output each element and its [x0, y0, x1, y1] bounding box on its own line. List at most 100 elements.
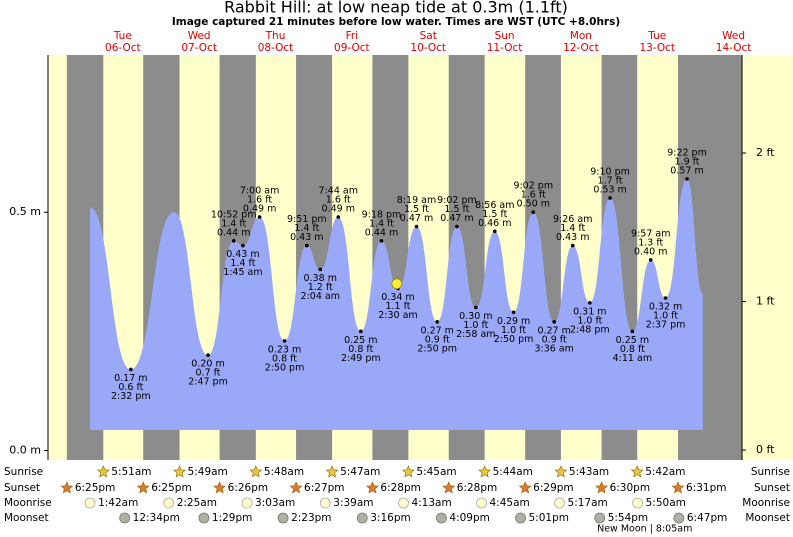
sun-icon [630, 465, 644, 478]
extreme-label: 2:37 pm [646, 320, 686, 331]
extreme-dot [663, 296, 668, 300]
tide-area [89, 178, 703, 430]
sun-icon [365, 481, 379, 494]
extreme-label: 1.6 ft [326, 195, 351, 206]
moonset-icon [356, 512, 368, 524]
extreme-label: 3:36 am [534, 343, 573, 354]
extreme-label: 2:50 pm [265, 362, 305, 373]
extreme-label: 9:10 pm [590, 166, 630, 177]
y-tick-label: 0.5 m [9, 205, 41, 218]
extreme-label: 0.7 ft [196, 368, 221, 379]
event-time: 5:50am [646, 497, 686, 509]
row-label: Sunrise [4, 466, 43, 478]
tide-labels: 0.17 m0.6 ft2:32 pm 0.20 m0.7 ft2:47 pm 10… [111, 147, 707, 402]
extreme-label: 0.47 m [400, 213, 433, 224]
row-label: Moonset [745, 512, 790, 524]
astro-rows: Sunrise Sunrise 5:51am 5:49am 5:48am 5:47am 5:… [4, 465, 790, 535]
extreme-label: 1.6 ft [521, 190, 546, 201]
moonset-icon [673, 512, 685, 524]
extreme-label: 1.0 ft [577, 315, 602, 326]
extreme-label: 2:50 pm [494, 334, 534, 345]
day-name: Wed [722, 30, 745, 42]
extreme-dot [608, 196, 612, 200]
sun-icon [289, 481, 303, 494]
event-time: 3:03am [255, 497, 295, 509]
sun-icon [442, 481, 456, 494]
chart-title: Rabbit Hill: at low neap tide at 0.3m (1… [224, 0, 568, 17]
extreme-label: 2:48 pm [570, 324, 610, 335]
sun-icon [325, 465, 339, 478]
y2-tick-label: 2 ft [756, 146, 775, 159]
moonset-icon [594, 512, 606, 524]
event-time: 5:17am [568, 497, 608, 509]
moonset-icon [198, 512, 210, 524]
extreme-label: 1.0 ft [501, 325, 526, 336]
event-time: 5:44am [493, 466, 533, 478]
moonrise-icon [476, 497, 487, 509]
day-name: Fri [346, 30, 359, 42]
extreme-label: 1.0 ft [653, 311, 678, 322]
sun-icon [595, 481, 609, 494]
event-time: 5:43am [569, 466, 609, 478]
extreme-label: 0.57 m [670, 165, 703, 176]
extreme-dot [552, 320, 556, 324]
extreme-dot [336, 215, 341, 219]
moonset-icon [436, 512, 447, 524]
event-time: 4:09pm [449, 512, 489, 524]
extreme-dot [648, 258, 653, 262]
extreme-label: 0.49 m [322, 204, 355, 215]
extreme-label: 1.1 ft [385, 301, 410, 312]
extreme-dot [282, 339, 287, 343]
extreme-label: 1.7 ft [598, 175, 623, 186]
extreme-label: 8:56 am [475, 200, 514, 211]
y-tick-label: 0.0 m [9, 443, 41, 456]
event-time: 2:23pm [291, 512, 331, 524]
day-name: Thu [265, 30, 286, 42]
extreme-label: 0.29 m [497, 316, 530, 327]
extreme-label: 0.8 ft [348, 344, 373, 355]
row-label: Sunset [754, 482, 790, 494]
event-time: 6:29pm [533, 482, 573, 494]
event-time: 5:01pm [529, 512, 569, 524]
extreme-label: 0.40 m [634, 246, 667, 257]
extreme-label: 0.9 ft [425, 334, 450, 345]
day-date: 12-Oct [563, 42, 599, 54]
extreme-dot [241, 243, 245, 248]
right-axis-strip [742, 55, 793, 460]
extreme-label: 9:57 am [631, 228, 670, 239]
event-time: 6:28pm [380, 482, 420, 494]
event-time: 5:45am [416, 466, 456, 478]
extreme-label: 1.5 ft [404, 204, 429, 215]
moonset-icon [515, 512, 526, 524]
extreme-label: 2:58 am [456, 329, 495, 340]
extreme-label: 2:50 pm [417, 343, 457, 354]
event-time: 4:45am [490, 497, 530, 509]
water-layer [89, 178, 703, 430]
event-time: 6:27pm [304, 482, 344, 494]
event-time: 6:31pm [686, 482, 726, 494]
extreme-label: 0.17 m [114, 373, 147, 384]
event-time: 6:47pm [687, 512, 727, 524]
moonrise-icon [241, 497, 253, 509]
day-date: 11-Oct [487, 42, 523, 54]
y2-tick-label: 1 ft [756, 295, 775, 308]
row-label: Moonrise [4, 497, 52, 509]
extreme-label: 8:19 am [397, 195, 436, 206]
extreme-label: 0.53 m [593, 184, 626, 195]
extreme-label: 0.27 m [421, 325, 454, 336]
extreme-label: 1.5 ft [482, 209, 507, 220]
extreme-label: 0.47 m [440, 213, 473, 224]
sun-icon [136, 481, 150, 494]
day-date: 10-Oct [410, 42, 446, 54]
day-name: Tue [113, 30, 132, 42]
event-time: 6:25pm [75, 482, 115, 494]
extreme-label: 7:44 am [319, 186, 358, 197]
extreme-label: 0.31 m [573, 306, 606, 317]
extreme-dot [455, 224, 459, 229]
extreme-dot [206, 353, 210, 357]
extreme-dot [435, 320, 440, 324]
day-name: Sun [495, 30, 515, 42]
sun-icon [554, 465, 568, 478]
extreme-label: 0.34 m [381, 292, 414, 303]
extreme-label: 0.8 ft [272, 353, 297, 364]
